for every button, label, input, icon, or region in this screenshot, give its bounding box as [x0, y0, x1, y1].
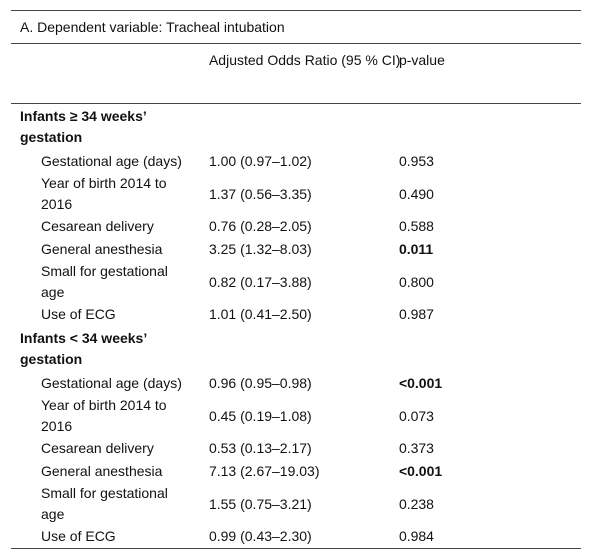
variable-cell: Gestational age (days) [41, 153, 182, 169]
data-row: Small for gestational age 1.55 (0.75–3.21… [11, 483, 581, 525]
group-row: Infants ≥ 34 weeks’ gestation [11, 104, 581, 151]
p-value-cell: 0.984 [390, 525, 581, 549]
empty-cell [391, 104, 581, 151]
odds-ratio-cell: 1.00 (0.97–1.02) [208, 153, 312, 169]
data-row: Cesarean delivery 0.76 (0.28–2.05) 0.588 [11, 215, 581, 238]
p-value-cell: 0.588 [398, 218, 434, 234]
variable-cell: Gestational age (days) [41, 375, 182, 391]
variable-cell: Cesarean delivery [41, 440, 154, 456]
variable-cell: Cesarean delivery [41, 218, 154, 234]
header-cell [11, 43, 201, 104]
data-row: Gestational age (days) 0.96 (0.95–0.98) <0… [11, 372, 581, 395]
group-label: Infants < 34 weeks’ gestation [20, 330, 147, 367]
variable-cell: Small for gestational age [41, 485, 168, 522]
variable-cell: Small for gestational age [41, 263, 168, 300]
data-row: Use of ECG 0.99 (0.43–2.30) 0.984 [11, 525, 581, 549]
page: {"title": "A. Dependent variable: Trache… [11, 10, 581, 549]
data-row: Use of ECG 1.01 (0.41–2.50) 0.987 [11, 303, 581, 326]
odds-ratio-cell: 7.13 (2.67–19.03) [208, 463, 320, 479]
p-value-cell: 0.011 [398, 241, 434, 257]
p-value-cell: 0.373 [398, 440, 434, 456]
odds-ratio-cell: 0.96 (0.95–0.98) [208, 375, 312, 391]
header-text: Adjusted Odds Ratio (95 % CI) [208, 52, 401, 68]
p-value-cell: <0.001 [398, 375, 443, 391]
odds-ratio-cell: 3.25 (1.32–8.03) [208, 241, 312, 257]
data-row: General anesthesia 7.13 (2.67–19.03) <0.00… [11, 460, 581, 483]
data-row: Year of birth 2014 to 2016 1.37 (0.56–3.3… [11, 173, 581, 215]
data-row: Year of birth 2014 to 2016 0.45 (0.19–1.0… [11, 395, 581, 437]
p-value-cell: 0.987 [398, 306, 434, 322]
empty-cell [201, 326, 391, 372]
odds-ratio-cell: 0.53 (0.13–2.17) [208, 440, 312, 456]
p-value-cell: 0.953 [398, 153, 434, 169]
header-row: Adjusted Odds Ratio (95 % CI) p-value [11, 43, 581, 104]
group: Infants < 34 weeks’ gestation Gestational… [11, 326, 581, 549]
odds-ratio-cell: 0.82 (0.17–3.88) [208, 273, 312, 290]
empty-cell [201, 104, 391, 151]
table-title: A. Dependent variable: Tracheal intubati… [11, 10, 581, 44]
header-cell: Adjusted Odds Ratio (95 % CI) [200, 43, 400, 104]
variable-cell: Use of ECG [41, 306, 116, 322]
p-value-cell: <0.001 [398, 463, 443, 479]
odds-ratio-cell: 0.76 (0.28–2.05) [208, 218, 312, 234]
odds-ratio-cell: 0.99 (0.43–2.30) [200, 525, 391, 549]
variable-cell: General anesthesia [41, 463, 163, 479]
odds-ratio-cell: 1.01 (0.41–2.50) [208, 306, 312, 322]
results-table: A. Dependent variable: Tracheal intubati… [11, 10, 581, 549]
group-row: Infants < 34 weeks’ gestation [11, 326, 581, 372]
group-cell: Infants ≥ 34 weeks’ gestation [11, 104, 201, 151]
variable-cell: General anesthesia [41, 241, 163, 257]
data-row: Cesarean delivery 0.53 (0.13–2.17) 0.373 [11, 437, 581, 460]
odds-ratio-cell: 0.45 (0.19–1.08) [208, 407, 312, 424]
p-value-cell: 0.490 [398, 185, 434, 202]
odds-ratio-cell: 1.55 (0.75–3.21) [208, 495, 312, 512]
data-row: General anesthesia 3.25 (1.32–8.03) 0.011 [11, 238, 581, 261]
title-row: A. Dependent variable: Tracheal intubati… [11, 10, 581, 44]
header-cell: p-value [390, 43, 581, 104]
variable-cell: Year of birth 2014 to 2016 [41, 397, 167, 434]
odds-ratio-cell: 1.37 (0.56–3.35) [208, 185, 312, 202]
group-label: Infants ≥ 34 weeks’ gestation [20, 108, 146, 145]
data-row: Gestational age (days) 1.00 (0.97–1.02) 0.… [11, 150, 581, 173]
data-row: Small for gestational age 0.82 (0.17–3.88… [11, 261, 581, 303]
variable-cell: Year of birth 2014 to 2016 [41, 175, 167, 212]
p-value-cell: 0.800 [398, 273, 434, 290]
group: Infants ≥ 34 weeks’ gestation Gestational… [11, 104, 581, 327]
p-value-cell: 0.238 [398, 495, 434, 512]
empty-cell [391, 326, 581, 372]
p-value-cell: 0.073 [398, 407, 434, 424]
group-cell: Infants < 34 weeks’ gestation [11, 326, 201, 372]
variable-cell: Use of ECG [11, 525, 201, 549]
